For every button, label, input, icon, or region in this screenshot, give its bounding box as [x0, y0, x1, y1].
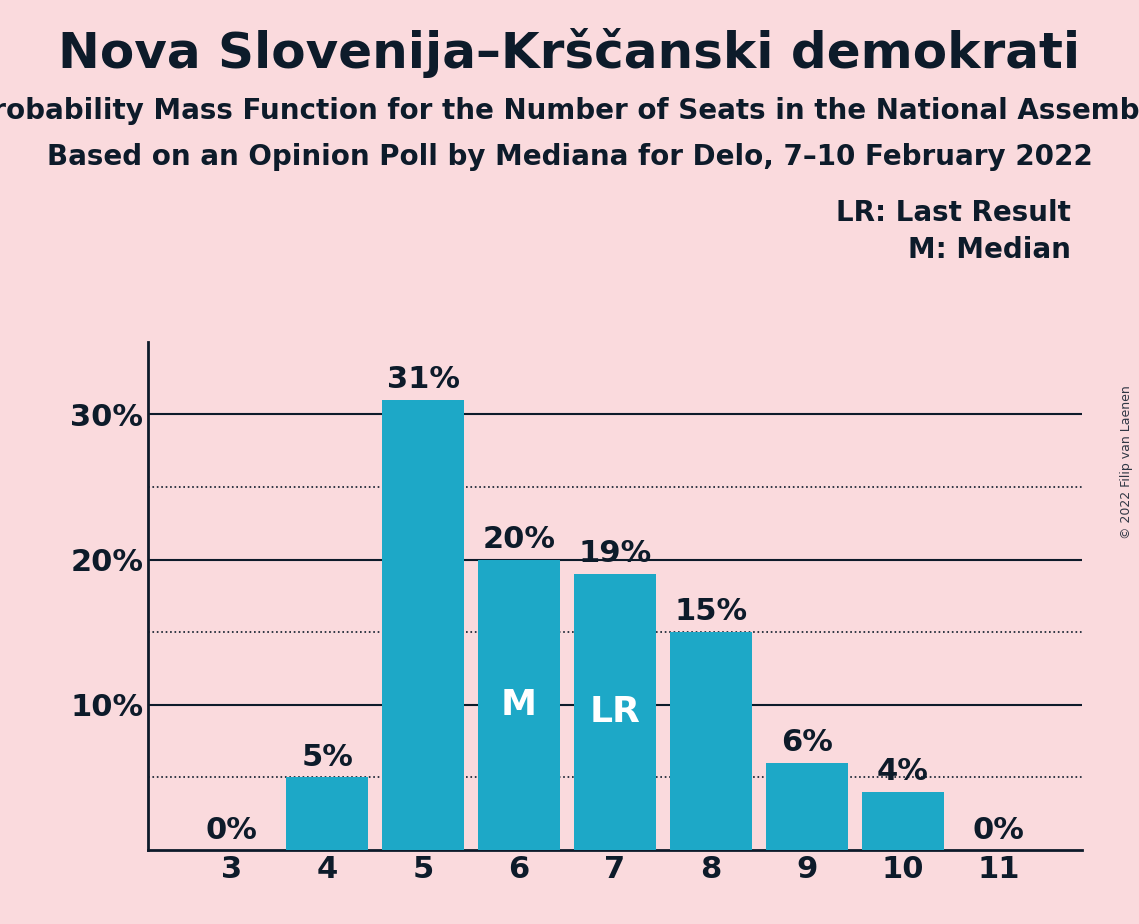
- Text: 4%: 4%: [877, 757, 928, 786]
- Text: 15%: 15%: [674, 598, 747, 626]
- Text: M: Median: M: Median: [908, 236, 1071, 263]
- Bar: [767, 763, 847, 850]
- Text: Nova Slovenija–Krščanski demokrati: Nova Slovenija–Krščanski demokrati: [58, 28, 1081, 78]
- Bar: [287, 777, 368, 850]
- Text: 6%: 6%: [781, 728, 833, 757]
- Text: Probability Mass Function for the Number of Seats in the National Assembly: Probability Mass Function for the Number…: [0, 97, 1139, 125]
- Text: 0%: 0%: [973, 816, 1025, 845]
- Text: Based on an Opinion Poll by Mediana for Delo, 7–10 February 2022: Based on an Opinion Poll by Mediana for …: [47, 143, 1092, 171]
- Text: LR: Last Result: LR: Last Result: [836, 199, 1071, 226]
- Bar: [574, 574, 656, 850]
- Text: 5%: 5%: [302, 743, 353, 772]
- Text: 20%: 20%: [483, 525, 556, 553]
- Text: M: M: [501, 687, 538, 722]
- Text: 0%: 0%: [205, 816, 257, 845]
- Bar: [670, 632, 752, 850]
- Bar: [383, 400, 464, 850]
- Text: © 2022 Filip van Laenen: © 2022 Filip van Laenen: [1121, 385, 1133, 539]
- Bar: [478, 560, 560, 850]
- Text: LR: LR: [590, 695, 640, 729]
- Text: 31%: 31%: [386, 365, 460, 395]
- Bar: [862, 792, 943, 850]
- Text: 19%: 19%: [579, 540, 652, 568]
